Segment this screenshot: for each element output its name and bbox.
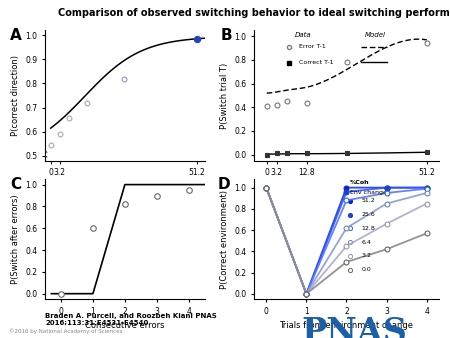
- Text: Data: Data: [295, 32, 311, 38]
- Text: D: D: [217, 177, 230, 192]
- Text: Braden A. Purcell, and Roozbeh Kiani PNAS
2016;113:31:E4531-E4540: Braden A. Purcell, and Roozbeh Kiani PNA…: [45, 313, 217, 325]
- Text: Comparison of observed switching behavior to ideal switching performance.: Comparison of observed switching behavio…: [58, 8, 450, 19]
- Text: Env change: Env change: [350, 190, 387, 195]
- Text: %Coh: %Coh: [350, 180, 370, 185]
- Y-axis label: P(Switch trial T): P(Switch trial T): [220, 62, 229, 129]
- Text: 6.4: 6.4: [361, 240, 371, 245]
- Text: B: B: [221, 28, 233, 43]
- Text: A: A: [10, 28, 22, 43]
- X-axis label: Motion strength (%Coh): Motion strength (%Coh): [75, 183, 175, 192]
- Text: C: C: [10, 177, 21, 192]
- X-axis label: Motion strength (%Coh)
on trial T - 1: Motion strength (%Coh) on trial T - 1: [297, 183, 396, 202]
- X-axis label: Trials from environment change: Trials from environment change: [279, 321, 414, 330]
- Text: ©2016 by National Academy of Sciences: ©2016 by National Academy of Sciences: [9, 328, 122, 334]
- X-axis label: Consecutive errors: Consecutive errors: [85, 321, 165, 330]
- Text: 25.6: 25.6: [361, 212, 375, 217]
- Text: Model: Model: [365, 32, 386, 38]
- Y-axis label: P(Correct environment): P(Correct environment): [220, 190, 229, 289]
- Y-axis label: P(correct direction): P(correct direction): [11, 55, 20, 136]
- Text: Correct T-1: Correct T-1: [298, 60, 333, 65]
- Text: PNAS: PNAS: [302, 316, 407, 338]
- Text: 3.2: 3.2: [361, 254, 371, 259]
- Text: 0.0: 0.0: [361, 267, 371, 272]
- Y-axis label: P(Switch after errors): P(Switch after errors): [11, 194, 20, 284]
- Text: Error T-1: Error T-1: [298, 44, 325, 49]
- Text: 51.2: 51.2: [361, 198, 375, 203]
- Text: 12.8: 12.8: [361, 226, 375, 231]
